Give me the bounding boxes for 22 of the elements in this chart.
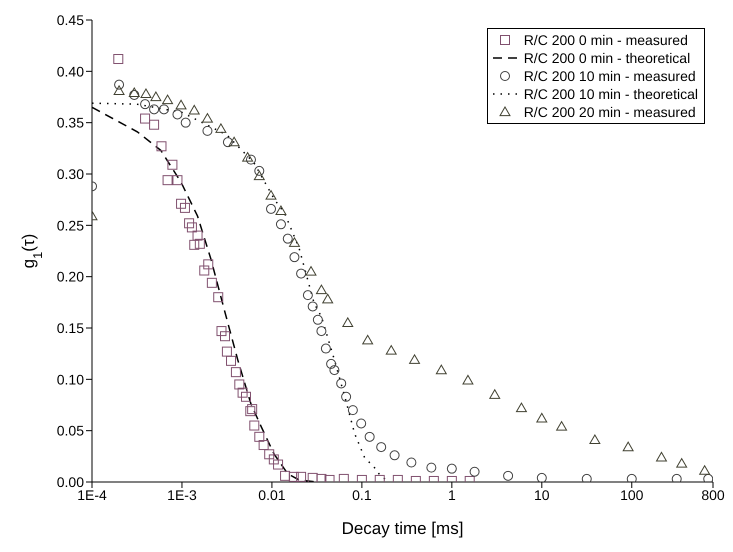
x-tick-label: 800 [701,486,725,503]
y-tick-label: 0.45 [56,12,84,28]
legend-label: R/C 200 0 min - theoretical [524,49,690,67]
x-tick-label: 0.01 [258,486,286,503]
y-tick-label: 0.20 [56,268,84,285]
x-tick-label: 100 [620,486,644,503]
legend-label: R/C 200 10 min - theoretical [524,85,698,103]
y-tick-label: 0.35 [56,114,84,131]
x-tick-label: 10 [534,486,550,503]
x-axis-title: Decay time [ms] [342,519,464,538]
y-tick-label: 0.30 [56,166,84,182]
y-tick-label: 0.25 [56,217,84,234]
x-tick-label: 1E-3 [167,486,197,503]
x-tick-label: 0.1 [352,486,372,503]
legend-label: R/C 200 0 min - measured [524,31,688,49]
y-tick-label: 0.40 [56,63,84,80]
y-tick-label: 0.10 [56,371,84,388]
legend-label: R/C 200 20 min - measured [524,103,696,121]
legend-label: R/C 200 10 min - measured [524,67,696,85]
y-tick-label: 0.05 [56,422,84,439]
y-tick-label: 0.15 [56,320,84,336]
x-tick-label: 1 [448,486,456,503]
